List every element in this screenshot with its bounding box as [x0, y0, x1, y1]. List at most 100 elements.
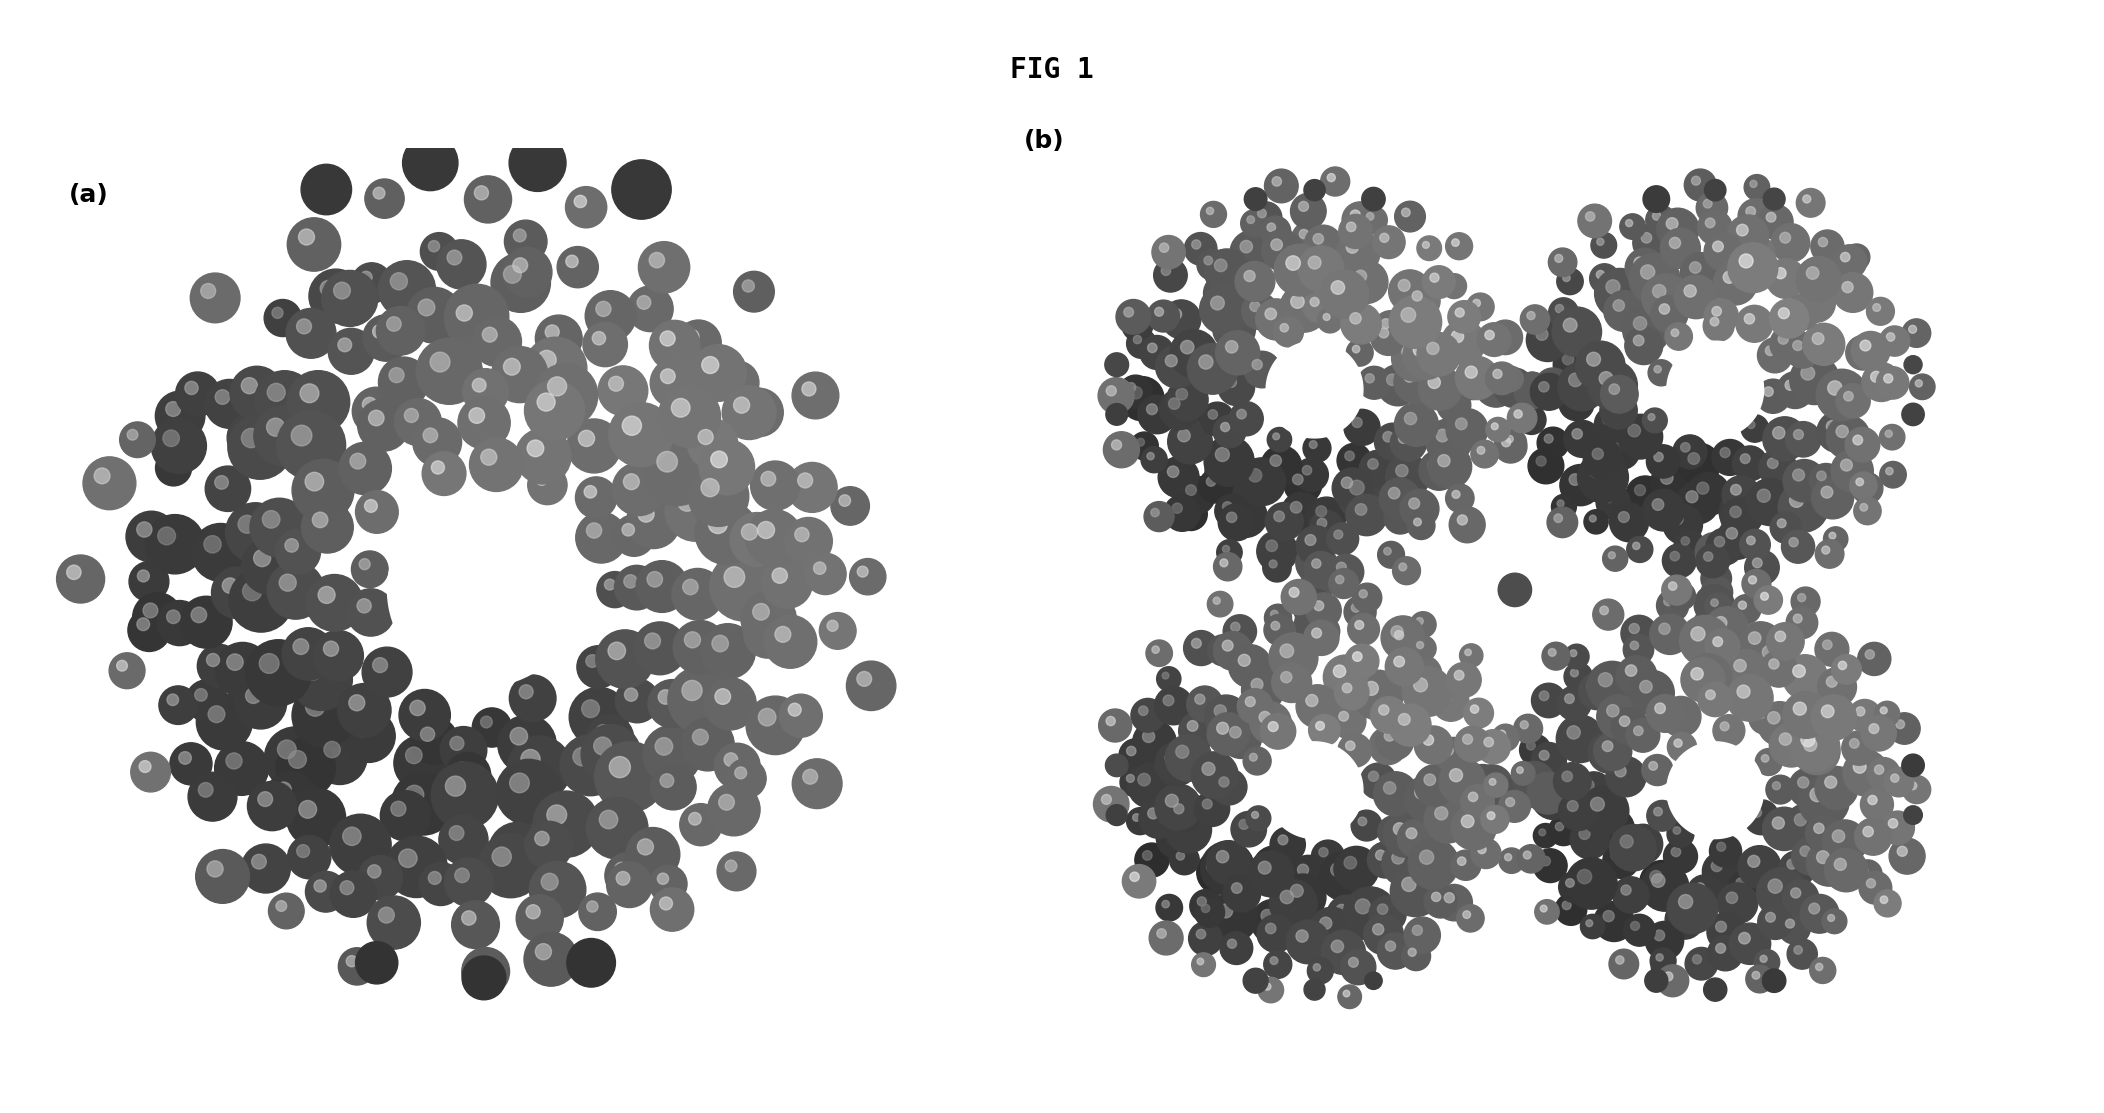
- Circle shape: [362, 647, 412, 697]
- Circle shape: [1616, 766, 1626, 777]
- Circle shape: [734, 272, 774, 312]
- Circle shape: [1692, 176, 1700, 185]
- Circle shape: [248, 781, 297, 830]
- Circle shape: [1729, 500, 1742, 512]
- Circle shape: [1854, 760, 1866, 774]
- Circle shape: [1395, 464, 1408, 476]
- Circle shape: [1780, 233, 1791, 243]
- Text: (b): (b): [1025, 129, 1065, 154]
- Circle shape: [227, 415, 292, 480]
- Circle shape: [225, 752, 242, 769]
- Circle shape: [393, 736, 450, 790]
- Circle shape: [1197, 897, 1206, 906]
- Circle shape: [1675, 589, 1681, 597]
- Circle shape: [1222, 317, 1235, 329]
- Circle shape: [1772, 781, 1780, 790]
- Circle shape: [1738, 933, 1751, 944]
- Circle shape: [1271, 662, 1311, 702]
- Circle shape: [1816, 850, 1828, 864]
- Circle shape: [688, 812, 701, 825]
- Circle shape: [1675, 275, 1717, 318]
- Circle shape: [1641, 755, 1673, 786]
- Circle shape: [1692, 955, 1702, 964]
- Circle shape: [1389, 269, 1431, 313]
- Circle shape: [1807, 267, 1818, 279]
- Circle shape: [1296, 930, 1309, 943]
- Circle shape: [1342, 683, 1353, 692]
- Circle shape: [1271, 621, 1279, 630]
- Circle shape: [1576, 771, 1612, 808]
- Circle shape: [116, 660, 128, 671]
- Circle shape: [1803, 323, 1845, 365]
- Circle shape: [1597, 741, 1610, 752]
- Circle shape: [1607, 552, 1616, 559]
- Circle shape: [1155, 784, 1201, 830]
- Circle shape: [612, 160, 671, 219]
- Circle shape: [1321, 167, 1349, 196]
- Circle shape: [1115, 299, 1151, 334]
- Circle shape: [1235, 262, 1275, 302]
- Circle shape: [1805, 815, 1843, 851]
- Circle shape: [1666, 820, 1694, 847]
- Circle shape: [1837, 425, 1847, 437]
- Circle shape: [581, 725, 642, 785]
- Circle shape: [1833, 273, 1873, 313]
- Circle shape: [1401, 877, 1416, 892]
- Circle shape: [1704, 311, 1734, 342]
- Circle shape: [1866, 879, 1875, 888]
- Circle shape: [1376, 722, 1414, 760]
- Circle shape: [1126, 383, 1136, 392]
- Circle shape: [360, 559, 370, 570]
- Circle shape: [1416, 618, 1422, 624]
- Circle shape: [1260, 445, 1302, 486]
- Circle shape: [1542, 642, 1570, 670]
- Circle shape: [1597, 270, 1605, 278]
- Circle shape: [537, 351, 555, 370]
- Circle shape: [292, 639, 309, 654]
- Polygon shape: [387, 493, 581, 687]
- Circle shape: [1706, 218, 1715, 228]
- Circle shape: [1427, 343, 1439, 355]
- Circle shape: [1786, 859, 1797, 869]
- Circle shape: [1178, 712, 1216, 750]
- Circle shape: [576, 646, 619, 688]
- Circle shape: [1191, 639, 1201, 648]
- Circle shape: [421, 233, 459, 270]
- Circle shape: [1877, 366, 1908, 400]
- Circle shape: [1477, 323, 1511, 356]
- Circle shape: [461, 947, 509, 995]
- Circle shape: [1319, 917, 1332, 929]
- Circle shape: [682, 680, 703, 700]
- Circle shape: [1816, 767, 1858, 809]
- Circle shape: [1403, 917, 1441, 954]
- Circle shape: [1210, 769, 1248, 805]
- Circle shape: [328, 328, 375, 374]
- Circle shape: [1281, 580, 1317, 614]
- Circle shape: [1252, 846, 1296, 889]
- Circle shape: [1538, 316, 1565, 343]
- Circle shape: [385, 836, 448, 897]
- Circle shape: [1445, 662, 1481, 698]
- Circle shape: [537, 393, 555, 411]
- Circle shape: [1563, 644, 1589, 669]
- Circle shape: [1761, 651, 1797, 687]
- Circle shape: [762, 472, 776, 486]
- Circle shape: [1591, 233, 1616, 258]
- Circle shape: [1610, 825, 1656, 871]
- Circle shape: [787, 462, 837, 512]
- Circle shape: [137, 522, 151, 538]
- Circle shape: [1311, 840, 1344, 874]
- Circle shape: [1685, 947, 1717, 981]
- Circle shape: [1431, 893, 1441, 902]
- Circle shape: [1260, 216, 1290, 247]
- Circle shape: [391, 801, 406, 816]
- Circle shape: [1511, 761, 1536, 785]
- Circle shape: [187, 772, 238, 821]
- Circle shape: [1763, 188, 1784, 210]
- Circle shape: [1456, 418, 1466, 430]
- Circle shape: [1801, 895, 1839, 933]
- Circle shape: [1361, 187, 1384, 210]
- Circle shape: [1578, 828, 1591, 839]
- Circle shape: [1822, 640, 1833, 650]
- Circle shape: [1187, 344, 1237, 394]
